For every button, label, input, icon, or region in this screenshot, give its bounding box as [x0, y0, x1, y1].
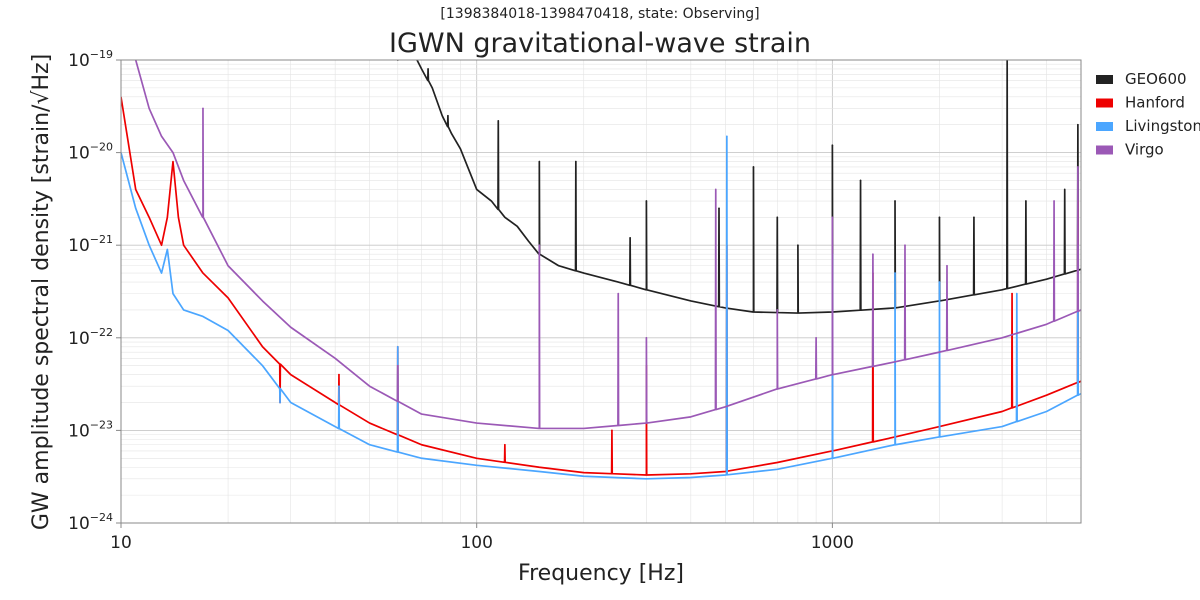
spike-point-geo600 — [497, 120, 500, 122]
spike-point-virgo — [538, 244, 541, 246]
y-tick-label: 10−22 — [68, 326, 113, 349]
spike-point-virgo — [776, 309, 779, 311]
legend-item-virgo: Virgo — [1096, 141, 1164, 159]
spike-point-geo600 — [938, 216, 941, 219]
y-tick-exponent: −24 — [90, 511, 113, 524]
spike-point-virgo — [872, 253, 874, 255]
y-tick-base: 10 — [68, 421, 90, 441]
spike-point-virgo — [396, 364, 399, 367]
y-tick-exponent: −20 — [90, 141, 113, 154]
plot-grid — [120, 59, 1082, 524]
spike-point-geo600 — [894, 200, 896, 202]
series-line-hanford — [121, 96, 1081, 476]
y-tick-base: 10 — [68, 236, 90, 256]
y-tick-label: 10−23 — [68, 418, 113, 441]
y-tick-base: 10 — [68, 514, 90, 534]
spike-point-geo600 — [575, 160, 577, 163]
spike-point-livingston — [726, 135, 728, 138]
spike-point-virgo — [617, 292, 620, 295]
y-tick-label: 10−24 — [68, 511, 113, 534]
series-line-geo600 — [396, 60, 1081, 314]
y-tick-label: 10−21 — [68, 233, 113, 256]
legend-item-hanford: Hanford — [1096, 94, 1185, 112]
legend-swatch — [1096, 122, 1113, 131]
spike-point-virgo — [815, 337, 817, 339]
chart-subtitle: [1398384018-1398470418, state: Observing… — [440, 6, 759, 22]
y-tick-base: 10 — [68, 51, 90, 71]
legend-label: GEO600 — [1125, 70, 1187, 88]
spike-point-livingston — [894, 272, 896, 274]
spike-point-livingston — [279, 401, 281, 404]
spike-point-geo600 — [973, 216, 975, 219]
spike-point-hanford — [504, 443, 506, 446]
spike-point-geo600 — [629, 237, 631, 239]
spike-point-geo600 — [447, 114, 449, 117]
x-axis-ticks: 10 100 1000 — [110, 523, 854, 553]
legend-swatch — [1096, 145, 1113, 155]
x-tick-label: 1000 — [811, 533, 854, 553]
spike-point-hanford — [1011, 292, 1013, 295]
legend-item-livingston: Livingston — [1096, 117, 1200, 135]
spike-point-geo600 — [1025, 200, 1027, 202]
chart-title: IGWN gravitational-wave strain — [389, 28, 811, 59]
y-tick-exponent: −23 — [90, 418, 113, 431]
series-line-livingston — [121, 135, 1081, 480]
series-layer — [121, 60, 1081, 480]
spike-point-geo600 — [831, 144, 834, 147]
spike-point-virgo — [714, 188, 717, 191]
spike-point-livingston — [1016, 292, 1018, 295]
spike-point-geo600 — [776, 216, 779, 219]
x-tick-label: 10 — [110, 533, 132, 553]
spike-point-geo600 — [1077, 123, 1079, 126]
spike-point-hanford — [611, 429, 613, 432]
spike-point-geo600 — [752, 166, 755, 168]
spike-point-hanford — [338, 373, 340, 376]
spike-point-geo600 — [1063, 188, 1066, 191]
spike-point-virgo — [1053, 200, 1055, 202]
y-tick-exponent: −19 — [90, 48, 113, 61]
legend-label: Virgo — [1125, 141, 1164, 159]
legend-label: Livingston — [1125, 117, 1200, 135]
y-tick-exponent: −21 — [90, 233, 113, 246]
spike-point-livingston — [396, 345, 399, 348]
spike-point-geo600 — [718, 207, 720, 210]
spike-point-livingston — [338, 385, 340, 388]
spike-point-geo600 — [645, 200, 648, 202]
spike-point-geo600 — [427, 68, 429, 70]
x-tick-label: 100 — [460, 533, 492, 553]
legend-label: Hanford — [1125, 94, 1185, 112]
spike-point-virgo — [645, 337, 648, 339]
plot-frame — [120, 59, 1082, 524]
spike-point-virgo — [1077, 166, 1079, 168]
x-axis-label: Frequency [Hz] — [518, 561, 684, 586]
y-axis-label: GW amplitude spectral density [strain/√H… — [29, 54, 54, 530]
series-virgo — [134, 60, 1081, 430]
spike-point-virgo — [202, 107, 204, 110]
series-hanford — [121, 96, 1081, 476]
spike-point-livingston — [938, 281, 941, 283]
legend-item-geo600: GEO600 — [1096, 70, 1187, 88]
y-tick-label: 10−20 — [68, 141, 113, 164]
spike-point-geo600 — [538, 160, 541, 163]
legend: GEO600 Hanford Livingston Virgo — [1096, 70, 1200, 159]
y-tick-label: 10−19 — [68, 48, 113, 71]
y-tick-base: 10 — [68, 144, 90, 164]
spike-point-virgo — [904, 244, 906, 246]
legend-swatch — [1096, 98, 1113, 108]
y-tick-exponent: −22 — [90, 326, 113, 339]
series-geo600 — [396, 60, 1081, 314]
legend-swatch — [1096, 75, 1113, 84]
spike-point-geo600 — [859, 179, 862, 182]
spike-point-virgo — [946, 264, 948, 267]
spike-point-virgo — [831, 216, 834, 219]
y-tick-base: 10 — [68, 329, 90, 349]
spike-point-geo600 — [797, 244, 799, 246]
